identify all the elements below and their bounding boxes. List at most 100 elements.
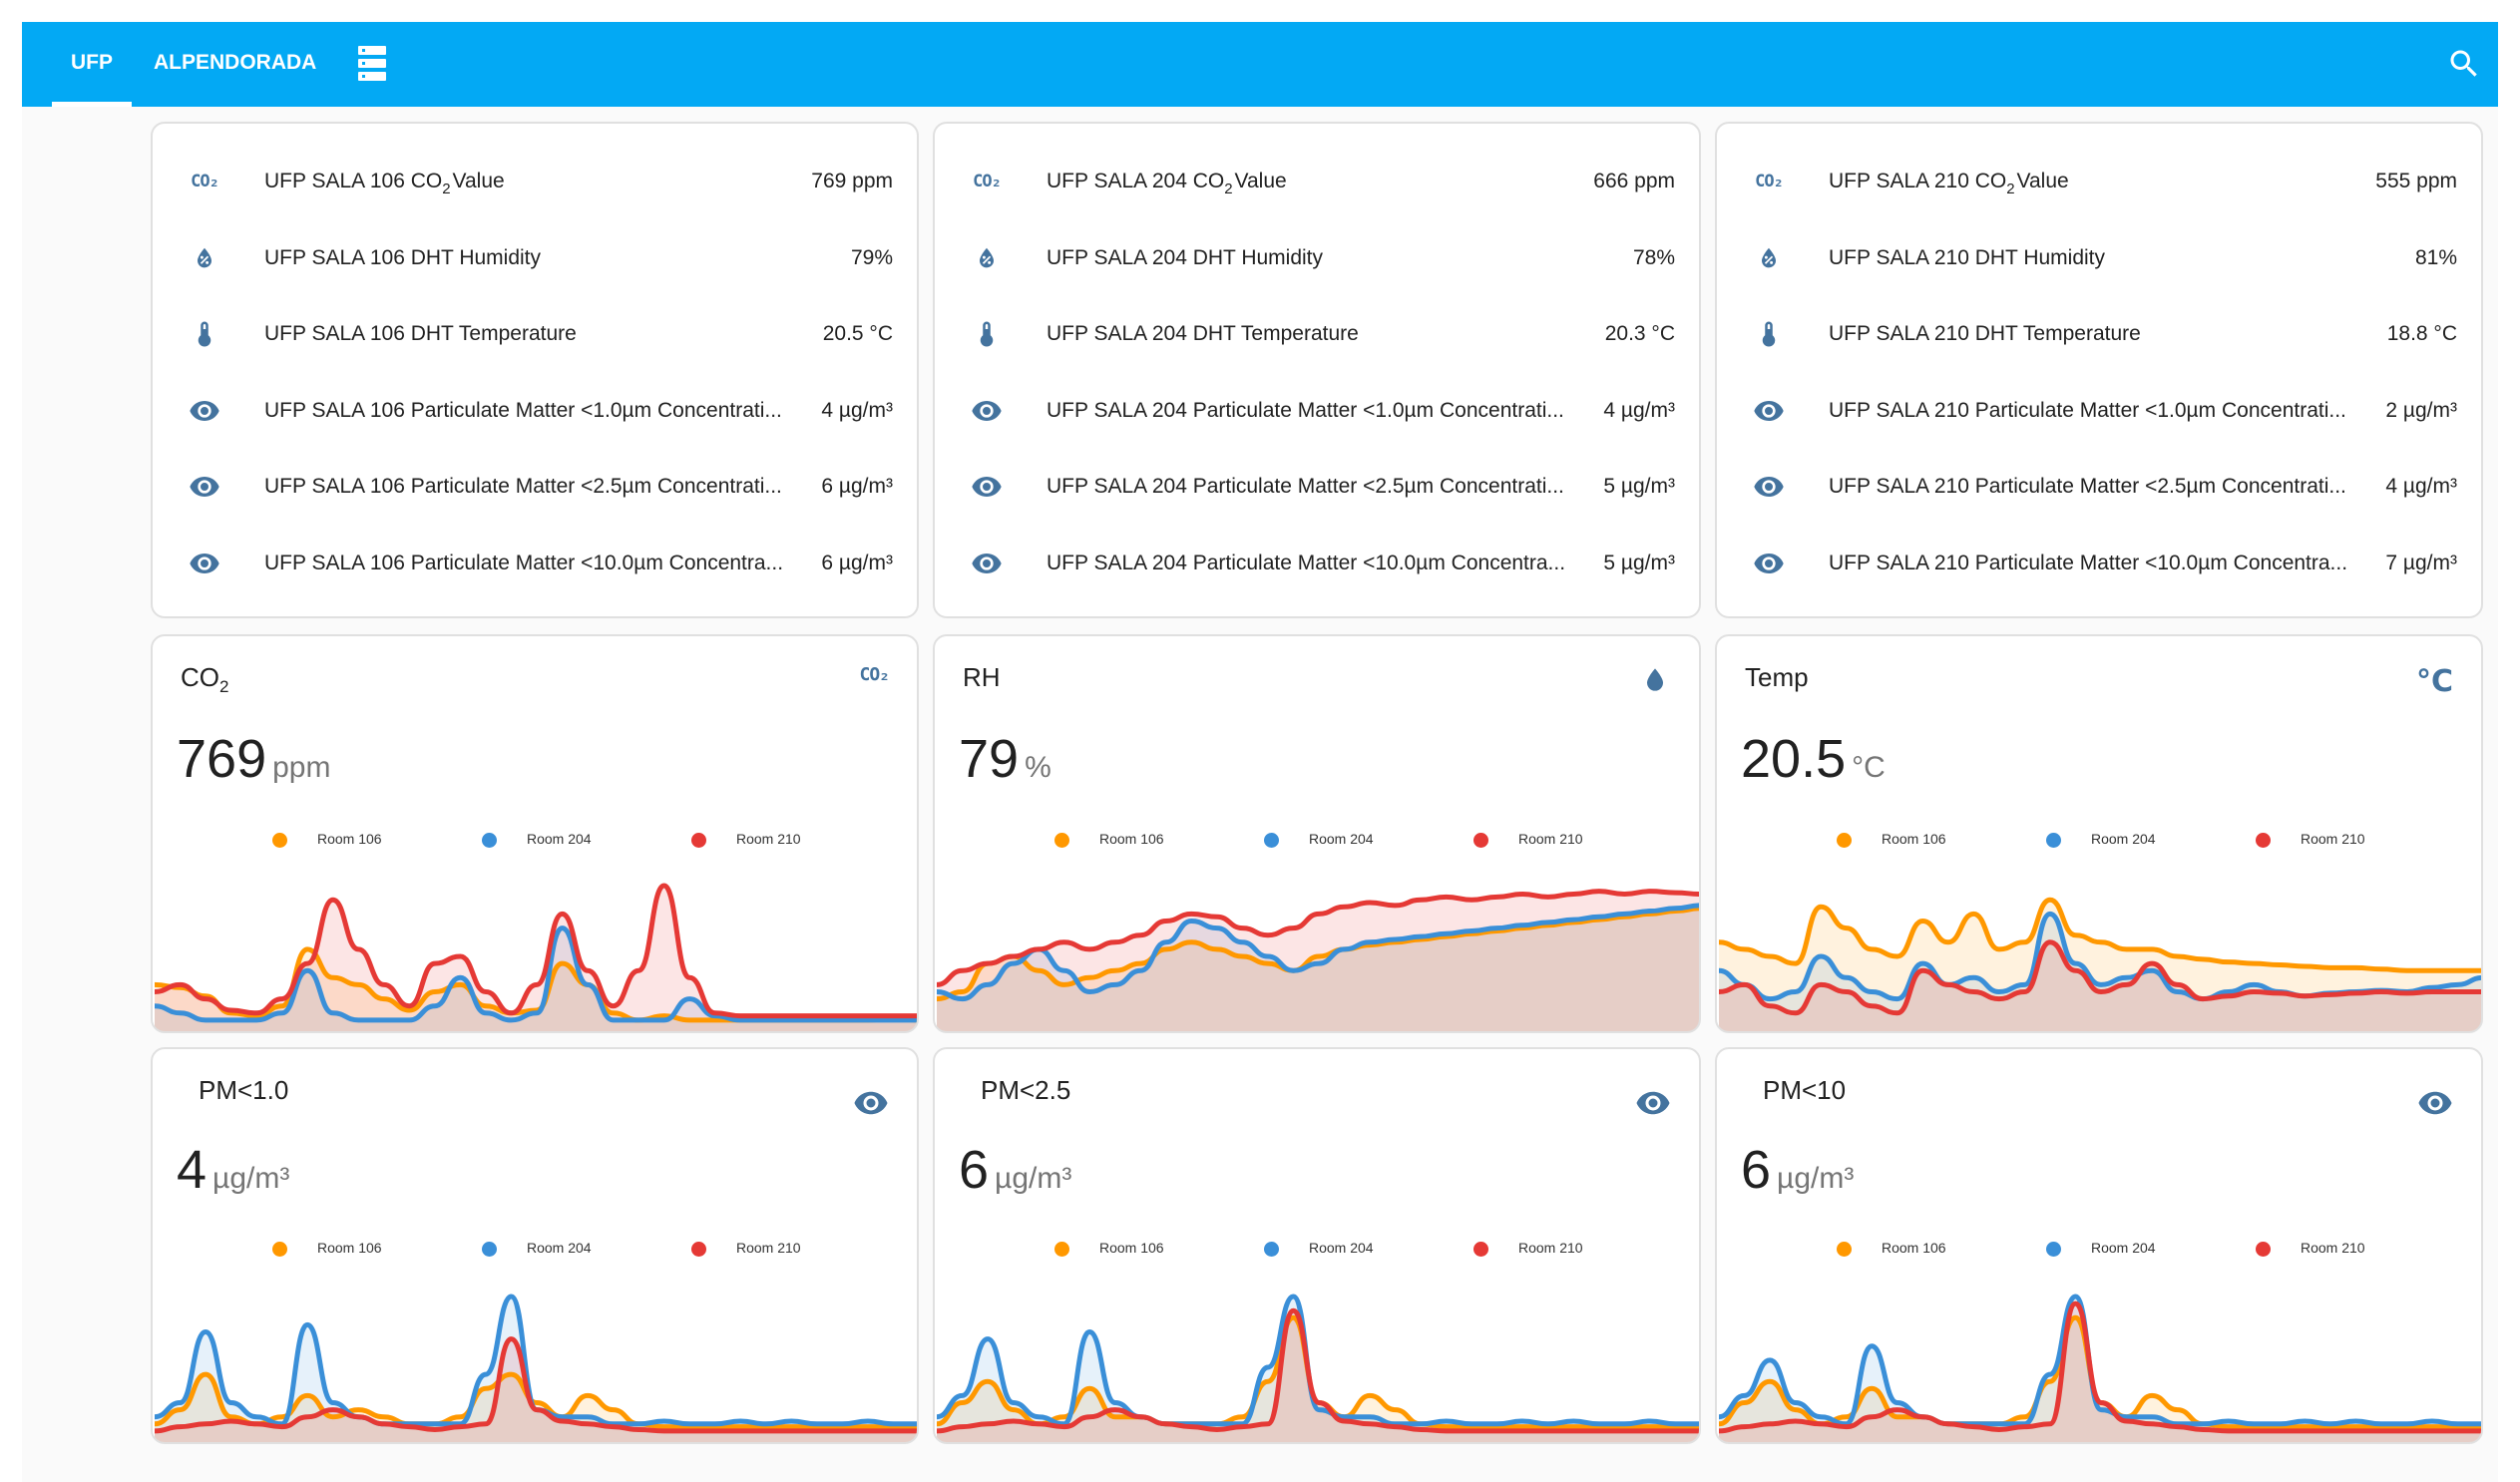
- legend-item[interactable]: Room 204: [1264, 1237, 1374, 1259]
- graph-title: PM<10: [1763, 1075, 1847, 1105]
- sensor-graph-card[interactable]: PM<2.5 6 µg/m³ Room 106 Room 204 Room 210: [933, 1047, 1701, 1444]
- entity-name: UFP SALA 210 DHT Humidity: [1829, 245, 2105, 269]
- sensor-graph-card[interactable]: RH 79% Room 106 Room 204 Room 210: [933, 634, 1701, 1033]
- legend-dot: [272, 832, 287, 848]
- entity-name: UFP SALA 204 Particulate Matter <10.0µm …: [1047, 551, 1566, 574]
- entity-value: 78%: [1632, 245, 1675, 269]
- legend-dot: [1473, 832, 1488, 848]
- graph-title: Temp: [1745, 662, 1809, 692]
- entity-row[interactable]: UFP SALA 204 DHT Temperature 20.3 °C: [935, 296, 1699, 372]
- entity-row[interactable]: CO₂ UFP SALA 210 CO2Value 555 ppm: [1717, 144, 2481, 219]
- entity-row[interactable]: UFP SALA 204 Particulate Matter <2.5µm C…: [935, 449, 1699, 525]
- series-line-room-210[interactable]: [154, 883, 919, 1019]
- tab-ufp[interactable]: UFP: [52, 22, 132, 107]
- legend-dot: [1837, 832, 1852, 848]
- graph-current-value: 79%: [959, 729, 1051, 789]
- series-area-room-106: [937, 908, 1699, 1031]
- legend-item[interactable]: Room 106: [272, 828, 382, 850]
- eye-icon: [971, 471, 1003, 503]
- entity-name: UFP SALA 106 Particulate Matter <10.0µm …: [264, 551, 784, 574]
- entity-value: 4 µg/m³: [821, 398, 893, 422]
- entity-row[interactable]: UFP SALA 210 Particulate Matter <1.0µm C…: [1717, 373, 2481, 449]
- graph-current-value: 769 ppm: [177, 729, 331, 789]
- entity-value: 769 ppm: [811, 170, 893, 192]
- entity-name: UFP SALA 204 Particulate Matter <1.0µm C…: [1047, 398, 1564, 422]
- legend-item[interactable]: Room 210: [1473, 1237, 1583, 1259]
- graph-legend: Room 106 Room 204 Room 210: [935, 828, 1699, 852]
- search-icon[interactable]: [2446, 46, 2482, 87]
- legend-item[interactable]: Room 204: [2046, 828, 2156, 850]
- history-chart[interactable]: [153, 1283, 919, 1442]
- water-percent-icon: [971, 242, 1003, 274]
- history-chart[interactable]: [935, 872, 1701, 1031]
- entity-row[interactable]: UFP SALA 204 DHT Humidity 78%: [935, 220, 1699, 296]
- server-icon[interactable]: [356, 44, 388, 89]
- legend-item[interactable]: Room 204: [1264, 828, 1374, 850]
- graph-title: RH: [963, 662, 1001, 692]
- series-line-room-106[interactable]: [154, 1371, 919, 1430]
- history-chart[interactable]: [153, 872, 919, 1031]
- history-chart[interactable]: [935, 1283, 1701, 1442]
- series-line-room-106[interactable]: [1718, 897, 2483, 973]
- legend-dot: [2046, 832, 2061, 848]
- legend-item[interactable]: Room 210: [2256, 1237, 2365, 1259]
- series-line-room-210[interactable]: [1718, 939, 2483, 1016]
- entity-name: UFP SALA 106 Particulate Matter <1.0µm C…: [264, 398, 782, 422]
- entity-row[interactable]: UFP SALA 106 DHT Humidity 79%: [153, 220, 917, 296]
- history-chart[interactable]: [1717, 1283, 2483, 1442]
- entity-row[interactable]: UFP SALA 204 Particulate Matter <10.0µm …: [935, 526, 1699, 601]
- entity-row[interactable]: UFP SALA 210 Particulate Matter <10.0µm …: [1717, 526, 2481, 601]
- entity-name: UFP SALA 210 DHT Temperature: [1829, 322, 2141, 345]
- entity-row[interactable]: UFP SALA 106 Particulate Matter <10.0µm …: [153, 526, 917, 601]
- entity-value: 555 ppm: [2375, 170, 2457, 192]
- entity-row[interactable]: CO₂ UFP SALA 204 CO2Value 666 ppm: [935, 144, 1699, 219]
- legend-item[interactable]: Room 210: [691, 1237, 801, 1259]
- legend-item[interactable]: Room 106: [1837, 828, 1946, 850]
- legend-item[interactable]: Room 210: [2256, 828, 2365, 850]
- legend-item[interactable]: Room 204: [482, 1237, 592, 1259]
- tab-alpendorada[interactable]: ALPENDORADA: [154, 51, 317, 74]
- series-area-room-210: [1719, 1303, 2481, 1442]
- sensor-graph-card[interactable]: PM<10 6 µg/m³ Room 106 Room 204 Room 210: [1715, 1047, 2483, 1444]
- entity-row[interactable]: UFP SALA 106 Particulate Matter <1.0µm C…: [153, 373, 917, 449]
- entity-row[interactable]: UFP SALA 210 DHT Humidity 81%: [1717, 220, 2481, 296]
- graph-legend: Room 106 Room 204 Room 210: [1717, 1237, 2481, 1261]
- legend-item[interactable]: Room 204: [2046, 1237, 2156, 1259]
- series-line-room-210[interactable]: [936, 889, 1701, 987]
- series-line-room-204[interactable]: [154, 1294, 919, 1427]
- eye-icon: [1753, 471, 1785, 503]
- entity-row[interactable]: UFP SALA 210 DHT Temperature 18.8 °C: [1717, 296, 2481, 372]
- eye-icon: [1635, 1085, 1671, 1126]
- series-area-room-210: [1719, 941, 2481, 1031]
- entity-value: 6 µg/m³: [821, 551, 893, 574]
- series-line-room-210[interactable]: [1718, 1300, 2483, 1434]
- entity-row[interactable]: UFP SALA 204 Particulate Matter <1.0µm C…: [935, 373, 1699, 449]
- sensor-graph-card[interactable]: CO2 CO₂ 769 ppm Room 106 Room 204 Room 210: [151, 634, 919, 1033]
- entity-name: UFP SALA 106 DHT Humidity: [264, 245, 541, 269]
- history-chart[interactable]: [1717, 872, 2483, 1031]
- series-line-room-106[interactable]: [936, 906, 1701, 1002]
- entity-row[interactable]: CO₂ UFP SALA 106 CO2Value 769 ppm: [153, 144, 917, 219]
- legend-dot: [482, 1241, 497, 1257]
- legend-item[interactable]: Room 210: [691, 828, 801, 850]
- legend-item[interactable]: Room 210: [1473, 828, 1583, 850]
- sensor-graph-card[interactable]: PM<1.0 4 µg/m³ Room 106 Room 204 Room 210: [151, 1047, 919, 1444]
- legend-item[interactable]: Room 106: [1837, 1237, 1946, 1259]
- series-line-room-210[interactable]: [936, 1307, 1701, 1434]
- series-line-room-210[interactable]: [154, 1336, 919, 1434]
- series-line-room-204[interactable]: [154, 926, 919, 1023]
- legend-item[interactable]: Room 106: [1054, 828, 1164, 850]
- graph-title: PM<1.0: [199, 1075, 289, 1105]
- legend-item[interactable]: Room 204: [482, 828, 592, 850]
- entity-row[interactable]: UFP SALA 210 Particulate Matter <2.5µm C…: [1717, 449, 2481, 525]
- legend-dot: [1264, 1241, 1279, 1257]
- series-line-room-204[interactable]: [936, 903, 1701, 1002]
- entity-row[interactable]: UFP SALA 106 DHT Temperature 20.5 °C: [153, 296, 917, 372]
- entity-row[interactable]: UFP SALA 106 Particulate Matter <2.5µm C…: [153, 449, 917, 525]
- legend-item[interactable]: Room 106: [1054, 1237, 1164, 1259]
- eye-icon: [189, 395, 220, 427]
- legend-item[interactable]: Room 106: [272, 1237, 382, 1259]
- sensor-graph-card[interactable]: Temp °C 20.5 °C Room 106 Room 204 Room 210: [1715, 634, 2483, 1033]
- celsius-icon: °C: [2415, 664, 2453, 699]
- legend-dot: [482, 832, 497, 848]
